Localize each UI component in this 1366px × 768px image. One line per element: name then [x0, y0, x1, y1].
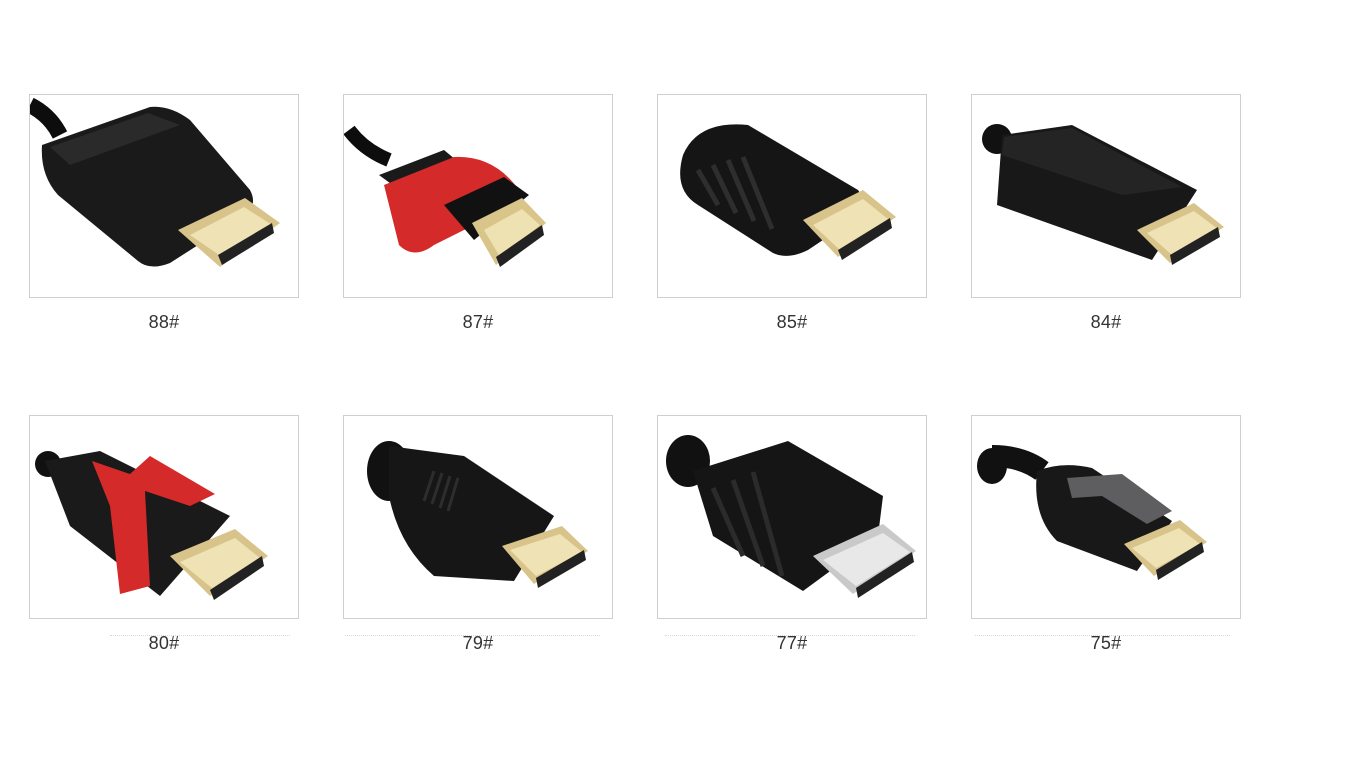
product-card[interactable]: 85#	[657, 94, 927, 332]
product-image-frame[interactable]	[971, 94, 1241, 298]
product-card[interactable]: 77#	[657, 415, 927, 653]
divider	[345, 635, 600, 637]
product-image-frame[interactable]	[29, 415, 299, 619]
product-image-frame[interactable]	[657, 415, 927, 619]
product-image-frame[interactable]	[657, 94, 927, 298]
product-card[interactable]: 79#	[343, 415, 613, 653]
product-code-label: 77#	[776, 633, 808, 653]
product-code-label: 84#	[1090, 312, 1122, 332]
hdmi-connector-image	[344, 125, 546, 267]
product-image-frame[interactable]	[29, 94, 299, 298]
divider	[110, 635, 290, 637]
divider	[665, 635, 915, 637]
product-image-frame[interactable]	[343, 415, 613, 619]
hdmi-connector-image	[977, 445, 1207, 580]
hdmi-connector-image	[680, 124, 896, 260]
product-card[interactable]: 75#	[971, 415, 1241, 653]
product-card[interactable]: 80#	[29, 415, 299, 653]
product-card[interactable]: 87#	[343, 94, 613, 332]
hdmi-connector-image	[666, 435, 916, 598]
product-code-label: 79#	[462, 633, 494, 653]
product-image-frame[interactable]	[971, 415, 1241, 619]
product-code-label: 75#	[1090, 633, 1122, 653]
hdmi-connector-image	[982, 124, 1224, 265]
product-card[interactable]: 88#	[29, 94, 299, 332]
hdmi-connector-image	[35, 451, 268, 600]
product-card[interactable]: 84#	[971, 94, 1241, 332]
product-code-label: 88#	[148, 312, 180, 332]
product-code-label: 85#	[776, 312, 808, 332]
product-code-label: 87#	[462, 312, 494, 332]
divider	[975, 635, 1230, 637]
product-image-frame[interactable]	[343, 94, 613, 298]
hdmi-connector-image	[30, 97, 280, 267]
hdmi-connector-image	[367, 441, 588, 588]
product-code-label: 80#	[148, 633, 180, 653]
